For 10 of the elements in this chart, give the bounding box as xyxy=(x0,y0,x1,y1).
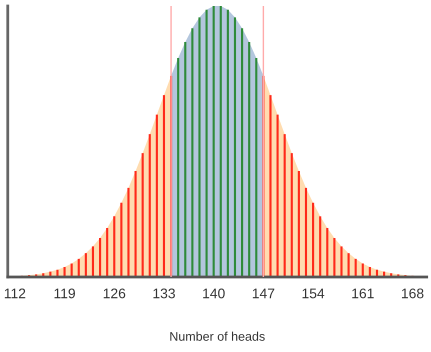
x-tick-label: 119 xyxy=(54,288,75,298)
x-tick-label: 140 xyxy=(203,288,225,298)
x-tick-label: 147 xyxy=(252,288,274,298)
x-tick-label: 133 xyxy=(153,288,175,298)
x-tick-label: 168 xyxy=(402,288,424,298)
x-tick-label: 126 xyxy=(104,288,126,298)
x-axis-title: Number of heads xyxy=(170,332,265,341)
x-tick-label: 154 xyxy=(302,288,324,298)
x-tick-label: 161 xyxy=(352,288,374,298)
x-tick-label: 112 xyxy=(4,288,26,298)
